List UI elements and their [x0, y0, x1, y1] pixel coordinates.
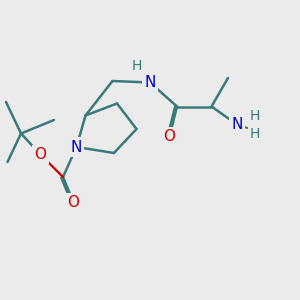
Text: H: H	[250, 109, 260, 122]
Text: N: N	[144, 75, 156, 90]
Text: H: H	[250, 127, 260, 140]
Text: N: N	[71, 140, 82, 154]
Text: O: O	[34, 147, 46, 162]
Text: H: H	[131, 59, 142, 73]
Text: N: N	[231, 117, 243, 132]
Text: O: O	[164, 129, 175, 144]
Text: O: O	[68, 195, 80, 210]
